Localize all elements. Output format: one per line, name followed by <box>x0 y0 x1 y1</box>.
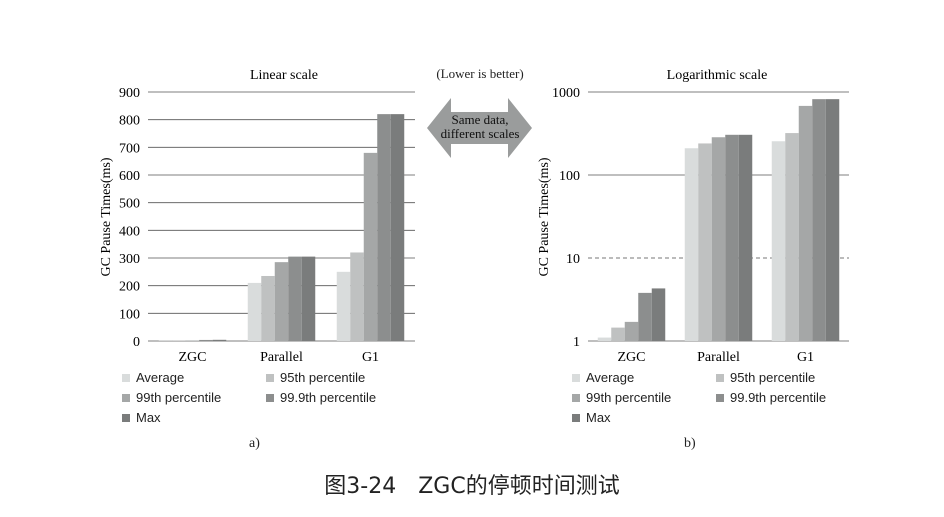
legend-label: Average <box>136 370 185 385</box>
y-ticks-log: 1 10 100 1000 <box>552 86 580 350</box>
bar-parallel-average <box>247 282 262 341</box>
x-tick-label: ZGC <box>618 350 646 365</box>
y-tick-label: 500 <box>119 197 140 212</box>
legend-swatch <box>716 373 724 382</box>
y-axis-label-linear: GC Pause Times(ms) <box>99 157 114 276</box>
bar-parallel-max <box>738 134 753 341</box>
bar-zgc-95th-percentile <box>611 327 625 341</box>
y-tick-label: 10 <box>566 252 580 267</box>
bar-parallel-average <box>684 148 699 341</box>
bar-parallel-95th-percentile <box>698 143 712 341</box>
chart-title-linear: Linear scale <box>250 68 318 83</box>
y-axis-label-log: GC Pause Times(ms) <box>537 157 552 276</box>
y-tick-label: 600 <box>119 169 140 184</box>
bar-g1-average <box>771 141 786 341</box>
panel-label-b: b) <box>684 436 696 451</box>
bar-g1-max <box>390 114 405 341</box>
legend-item: 99th percentile <box>122 390 221 405</box>
double-arrow-icon: Same data, different scales <box>427 98 532 158</box>
legend-label: 95th percentile <box>730 370 816 385</box>
legend-label: 95th percentile <box>280 370 366 385</box>
x-tick-label: G1 <box>797 350 814 365</box>
bar-parallel-99-9th-percentile <box>725 134 739 341</box>
y-tick-label: 100 <box>119 307 140 322</box>
bar-zgc-99-9th-percentile <box>638 292 652 341</box>
legend-swatch <box>122 393 130 402</box>
y-tick-label: 300 <box>119 252 140 267</box>
bar-g1-95th-percentile <box>350 252 364 341</box>
bar-g1-99th-percentile <box>363 152 378 341</box>
y-ticks-linear: 0 100 200 300 400 500 600 700 800 900 <box>119 86 140 350</box>
bars-log <box>597 99 840 342</box>
legend-swatch <box>266 373 274 382</box>
legend-swatch <box>572 373 580 382</box>
legend-swatch <box>572 413 580 422</box>
y-tick-label: 800 <box>119 114 140 129</box>
legend-item: 99th percentile <box>572 390 671 405</box>
x-ticks-log: ZGC Parallel G1 <box>618 350 815 365</box>
bar-zgc-max <box>212 339 227 341</box>
bar-zgc-99-9th-percentile <box>199 339 213 341</box>
bar-parallel-99th-percentile <box>274 262 289 341</box>
figure-caption: 图3-24 ZGC的停顿时间测试 <box>324 474 620 499</box>
y-tick-label: 900 <box>119 86 140 101</box>
legend-label: Average <box>586 370 635 385</box>
bar-zgc-99th-percentile <box>624 321 639 341</box>
legend-item: Average <box>122 370 184 385</box>
legend-item: 95th percentile <box>266 370 365 385</box>
legend-swatch <box>572 393 580 402</box>
legend-item: 99.9th percentile <box>716 390 826 405</box>
bar-zgc-max <box>651 288 666 341</box>
legend-label: 99th percentile <box>586 390 672 405</box>
bar-g1-99th-percentile <box>798 105 813 341</box>
lower-is-better-note: (Lower is better) <box>436 66 524 81</box>
legend-label: Max <box>586 410 611 425</box>
bar-g1-95th-percentile <box>785 133 799 341</box>
legend-item: 99.9th percentile <box>266 390 376 405</box>
y-tick-label: 1000 <box>552 86 580 101</box>
chart-title-log: Logarithmic scale <box>667 68 768 83</box>
bar-parallel-95th-percentile <box>261 275 275 341</box>
x-tick-label: ZGC <box>179 350 207 365</box>
y-tick-label: 100 <box>559 169 580 184</box>
legend-label: 99.9th percentile <box>730 390 827 405</box>
legend-item: Max <box>122 410 161 425</box>
legend-label: Max <box>136 410 161 425</box>
bars-linear <box>158 114 405 341</box>
bar-parallel-99th-percentile <box>711 137 726 341</box>
y-tick-label: 200 <box>119 280 140 295</box>
x-tick-label: Parallel <box>697 350 740 365</box>
bar-parallel-max <box>301 256 316 341</box>
linear-scale-chart: Linear scale GC Pause Times(ms) 0 100 200 3… <box>99 68 415 365</box>
legend-swatch <box>266 393 274 402</box>
y-tick-label: 0 <box>133 335 140 350</box>
bar-zgc-average <box>597 337 612 341</box>
y-tick-label: 1 <box>573 335 580 350</box>
log-scale-chart: Logarithmic scale GC Pause Times(ms) 1 10… <box>537 68 849 365</box>
x-tick-label: G1 <box>362 350 379 365</box>
legend-label: 99th percentile <box>136 390 222 405</box>
arrow-text-line-1: Same data, <box>451 112 508 127</box>
legend-log: Average 95th percentile 99th percentile 99.… <box>572 370 862 430</box>
bar-g1-99-9th-percentile <box>812 99 826 342</box>
legend-label: 99.9th percentile <box>280 390 377 405</box>
legend-swatch <box>122 413 130 422</box>
legend-swatch <box>716 393 724 402</box>
x-tick-label: Parallel <box>260 350 303 365</box>
legend-swatch <box>122 373 130 382</box>
y-tick-label: 700 <box>119 141 140 156</box>
legend-item: Max <box>572 410 611 425</box>
legend-item: 95th percentile <box>716 370 815 385</box>
legend-item: Average <box>572 370 634 385</box>
panel-label-a: a) <box>249 436 260 451</box>
bar-g1-99-9th-percentile <box>377 114 391 341</box>
bar-parallel-99-9th-percentile <box>288 256 302 341</box>
arrow-text-line-2: different scales <box>441 126 520 141</box>
legend-linear: Average 95th percentile 99th percentile 99.… <box>122 370 412 430</box>
bar-g1-max <box>825 99 840 342</box>
x-ticks-linear: ZGC Parallel G1 <box>179 350 380 365</box>
bar-g1-average <box>336 271 351 341</box>
y-tick-label: 400 <box>119 224 140 239</box>
